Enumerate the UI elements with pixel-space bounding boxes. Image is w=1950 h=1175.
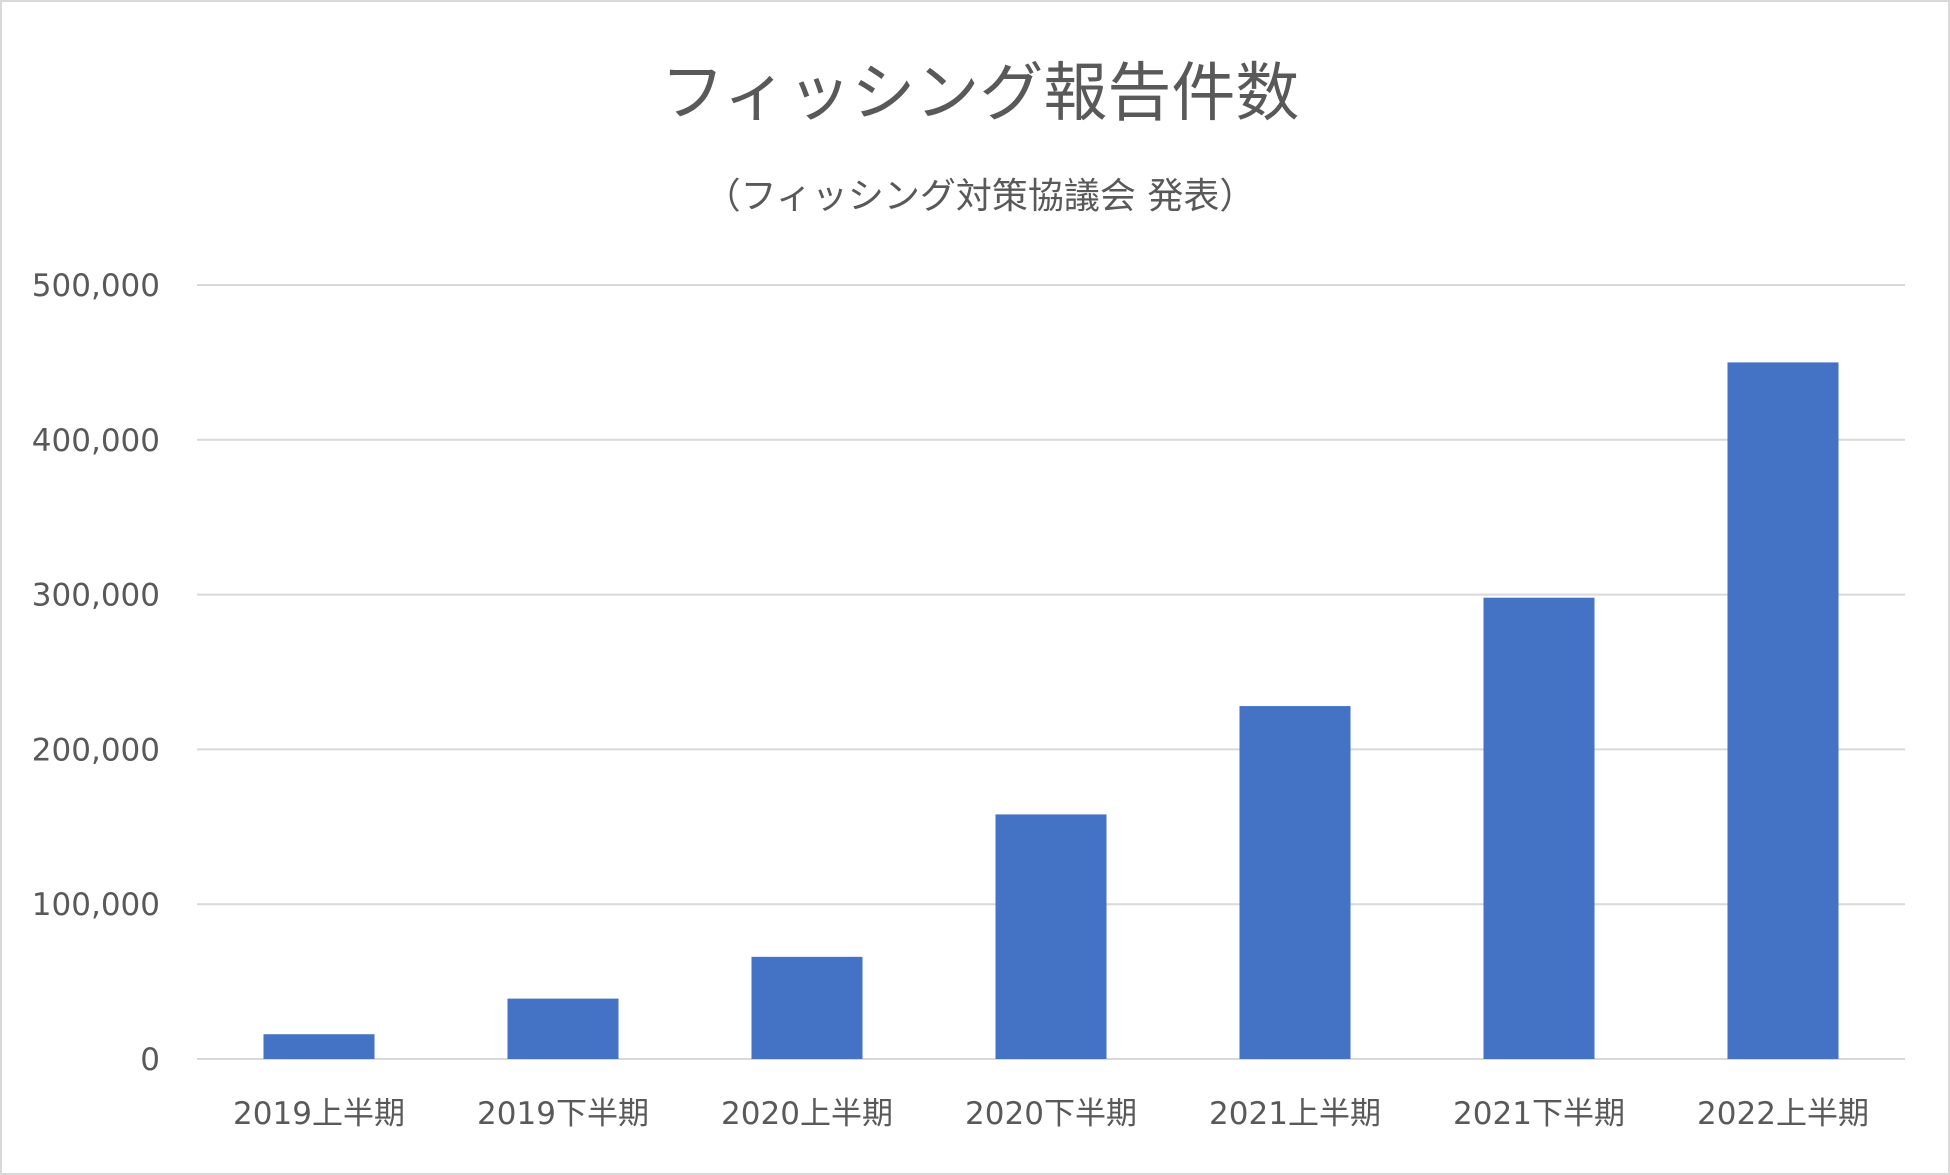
bar-3: [995, 814, 1107, 1059]
bar-5: [1483, 597, 1595, 1059]
bar-6: [1727, 362, 1839, 1059]
x-tick-label: 2021上半期: [1209, 1096, 1381, 1132]
y-tick-label: 300,000: [32, 578, 160, 614]
x-tick-label: 2020下半期: [965, 1096, 1137, 1132]
y-tick-label: 500,000: [32, 268, 160, 304]
y-axis-ticks: 0 100,000 200,000 300,000 400,000 500,000: [32, 268, 160, 1078]
bars: [263, 362, 1839, 1059]
bar-2: [751, 956, 863, 1059]
y-tick-label: 0: [140, 1042, 160, 1078]
gridlines: [197, 284, 1905, 1060]
x-axis-ticks: 2019上半期 2019下半期 2020上半期 2020下半期 2021上半期 2021下…: [233, 1096, 1869, 1132]
y-tick-label: 400,000: [32, 423, 160, 459]
x-tick-label: 2022上半期: [1697, 1096, 1869, 1132]
y-tick-label: 200,000: [32, 732, 160, 768]
x-tick-label: 2019下半期: [477, 1096, 649, 1132]
x-tick-label: 2019上半期: [233, 1096, 405, 1132]
y-tick-label: 100,000: [32, 887, 160, 923]
chart-subtitle: （フィッシング対策協議会 発表）: [705, 176, 1256, 217]
x-tick-label: 2020上半期: [721, 1096, 893, 1132]
bar-1: [507, 998, 619, 1059]
bar-0: [263, 1034, 375, 1059]
x-tick-label: 2021下半期: [1453, 1096, 1625, 1132]
bar-4: [1239, 706, 1351, 1059]
chart-title: フィッシング報告件数: [661, 57, 1300, 131]
